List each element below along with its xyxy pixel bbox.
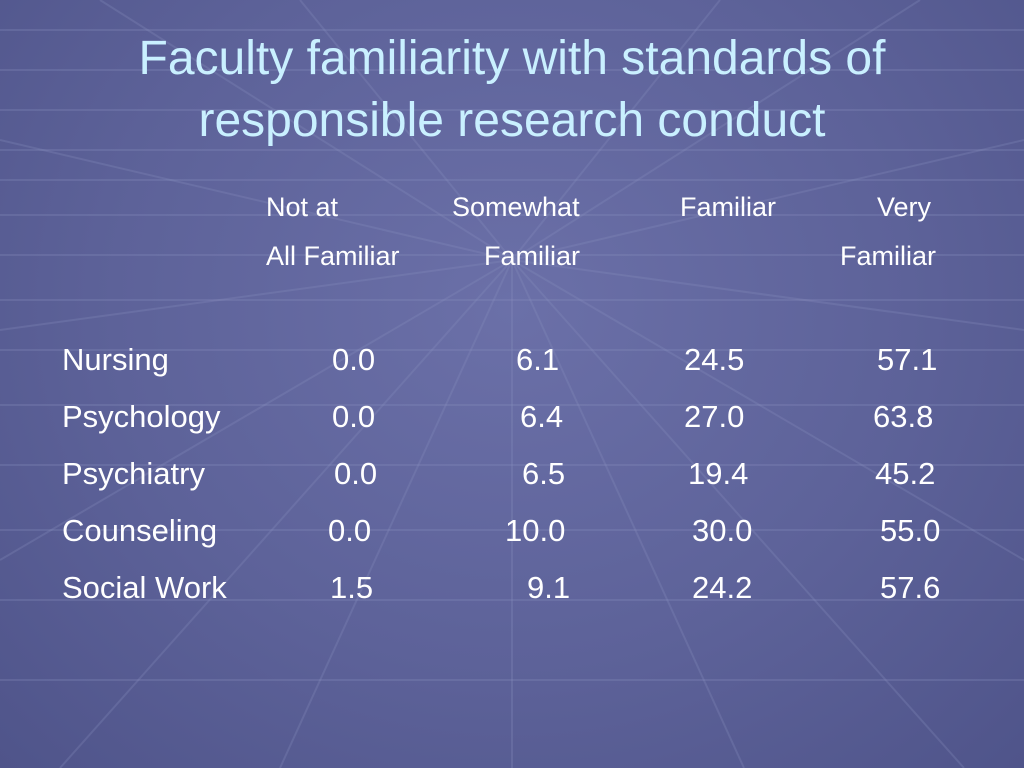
row-label-nursing: Nursing <box>62 342 169 377</box>
row-label-social-work: Social Work <box>62 570 227 605</box>
header-very-familiar-line-2: Familiar <box>840 241 937 271</box>
header-somewhat-familiar-line-1: Somewhat <box>452 192 580 222</box>
cell-counseling-not-at-all: 0.0 <box>328 513 372 548</box>
cell-psychiatry-familiar: 19.4 <box>688 456 749 491</box>
cell-psychiatry-somewhat: 6.5 <box>522 456 566 491</box>
row-label-psychology: Psychology <box>62 399 221 434</box>
cell-nursing-very: 57.1 <box>877 342 938 377</box>
cell-psychiatry-very: 45.2 <box>875 456 936 491</box>
cell-nursing-not-at-all: 0.0 <box>332 342 376 377</box>
header-not-at-all-familiar-line-1: Not at <box>266 192 339 222</box>
cell-social-work-familiar: 24.2 <box>692 570 753 605</box>
row-label-psychiatry: Psychiatry <box>62 456 205 491</box>
cell-social-work-very: 57.6 <box>880 570 941 605</box>
cell-social-work-not-at-all: 1.5 <box>330 570 374 605</box>
header-very-familiar-line-1: Very <box>877 192 932 222</box>
cell-counseling-familiar: 30.0 <box>692 513 753 548</box>
cell-counseling-very: 55.0 <box>880 513 941 548</box>
slide-title-line-2: responsible research conduct <box>198 94 826 147</box>
cell-psychology-very: 63.8 <box>873 399 934 434</box>
row-label-counseling: Counseling <box>62 513 218 548</box>
cell-psychology-familiar: 27.0 <box>684 399 745 434</box>
header-somewhat-familiar-line-2: Familiar <box>484 241 581 271</box>
cell-nursing-familiar: 24.5 <box>684 342 745 377</box>
slide-title-line-1: Faculty familiarity with standards of <box>138 32 886 85</box>
cell-social-work-somewhat: 9.1 <box>527 570 571 605</box>
cell-psychology-not-at-all: 0.0 <box>332 399 376 434</box>
slide-title: Faculty familiarity with standards of re… <box>0 28 1024 152</box>
cell-psychiatry-not-at-all: 0.0 <box>334 456 378 491</box>
cell-psychology-somewhat: 6.4 <box>520 399 564 434</box>
header-not-at-all-familiar-line-2: All Familiar <box>266 241 400 271</box>
header-familiar-line-1: Familiar <box>680 192 777 222</box>
cell-counseling-somewhat: 10.0 <box>505 513 566 548</box>
cell-nursing-somewhat: 6.1 <box>516 342 560 377</box>
